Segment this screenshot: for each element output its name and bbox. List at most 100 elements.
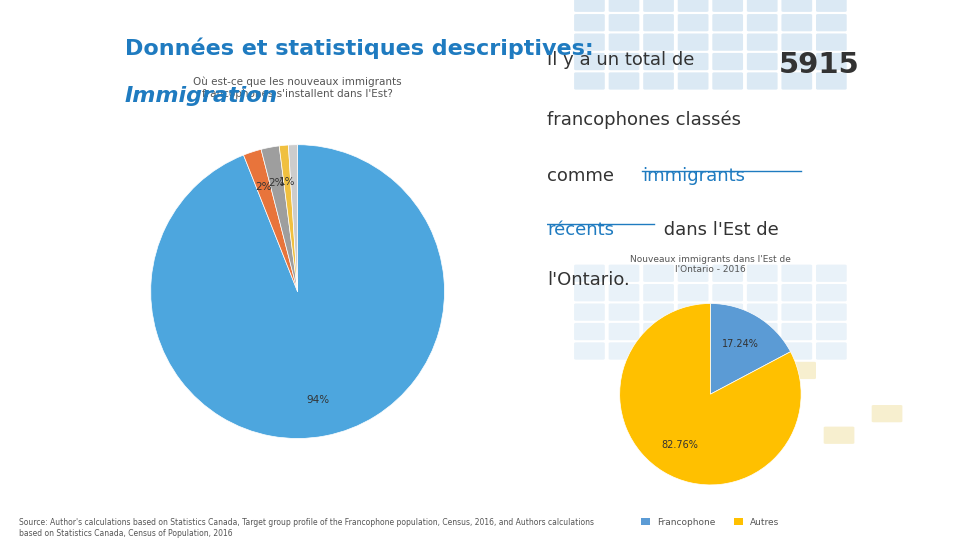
Text: 5915: 5915 <box>780 51 860 79</box>
FancyBboxPatch shape <box>678 323 708 340</box>
FancyBboxPatch shape <box>574 14 605 31</box>
FancyBboxPatch shape <box>816 342 847 360</box>
FancyBboxPatch shape <box>816 72 847 90</box>
FancyBboxPatch shape <box>609 33 639 51</box>
Text: Données et statistiques descriptives:: Données et statistiques descriptives: <box>125 38 593 59</box>
Text: Il y a un total de: Il y a un total de <box>547 51 701 69</box>
FancyBboxPatch shape <box>609 342 639 360</box>
Wedge shape <box>261 146 298 292</box>
FancyBboxPatch shape <box>747 14 778 31</box>
FancyBboxPatch shape <box>781 53 812 70</box>
FancyBboxPatch shape <box>678 342 708 360</box>
FancyBboxPatch shape <box>643 72 674 90</box>
FancyBboxPatch shape <box>781 14 812 31</box>
Text: comme: comme <box>547 167 620 185</box>
FancyBboxPatch shape <box>781 284 812 301</box>
Text: 1%: 1% <box>279 177 296 187</box>
FancyBboxPatch shape <box>712 14 743 31</box>
Text: Source: Author's calculations based on Statistics Canada, Target group profile o: Source: Author's calculations based on S… <box>19 518 594 538</box>
FancyBboxPatch shape <box>678 72 708 90</box>
Wedge shape <box>710 303 790 394</box>
Text: 17.24%: 17.24% <box>722 339 759 349</box>
FancyBboxPatch shape <box>747 53 778 70</box>
Text: l'Ontario.: l'Ontario. <box>547 271 630 289</box>
FancyBboxPatch shape <box>574 53 605 70</box>
FancyBboxPatch shape <box>678 303 708 321</box>
Wedge shape <box>279 145 298 292</box>
FancyBboxPatch shape <box>747 303 778 321</box>
FancyBboxPatch shape <box>643 53 674 70</box>
FancyBboxPatch shape <box>712 303 743 321</box>
FancyBboxPatch shape <box>574 33 605 51</box>
FancyBboxPatch shape <box>574 323 605 340</box>
FancyBboxPatch shape <box>816 0 847 12</box>
FancyBboxPatch shape <box>785 362 816 379</box>
FancyBboxPatch shape <box>816 14 847 31</box>
FancyBboxPatch shape <box>872 405 902 422</box>
FancyBboxPatch shape <box>678 14 708 31</box>
Text: Immigration: Immigration <box>125 86 278 106</box>
FancyBboxPatch shape <box>609 303 639 321</box>
FancyBboxPatch shape <box>712 33 743 51</box>
FancyBboxPatch shape <box>574 303 605 321</box>
FancyBboxPatch shape <box>816 284 847 301</box>
Wedge shape <box>288 145 298 292</box>
FancyBboxPatch shape <box>781 342 812 360</box>
Wedge shape <box>151 145 444 438</box>
FancyBboxPatch shape <box>816 303 847 321</box>
FancyBboxPatch shape <box>747 0 778 12</box>
Wedge shape <box>620 303 801 485</box>
FancyBboxPatch shape <box>643 33 674 51</box>
Text: 2%: 2% <box>255 182 272 192</box>
FancyBboxPatch shape <box>643 0 674 12</box>
FancyBboxPatch shape <box>643 284 674 301</box>
FancyBboxPatch shape <box>816 53 847 70</box>
FancyBboxPatch shape <box>574 0 605 12</box>
FancyBboxPatch shape <box>747 265 778 282</box>
Title: Nouveaux immigrants dans l'Est de
l'Ontario - 2016: Nouveaux immigrants dans l'Est de l'Onta… <box>630 255 791 274</box>
FancyBboxPatch shape <box>712 284 743 301</box>
FancyBboxPatch shape <box>712 72 743 90</box>
Text: 82.76%: 82.76% <box>661 440 699 450</box>
FancyBboxPatch shape <box>712 323 743 340</box>
Text: 2%: 2% <box>269 178 285 188</box>
Wedge shape <box>244 150 298 292</box>
FancyBboxPatch shape <box>609 14 639 31</box>
FancyBboxPatch shape <box>781 323 812 340</box>
Text: 94%: 94% <box>306 395 330 405</box>
FancyBboxPatch shape <box>747 33 778 51</box>
FancyBboxPatch shape <box>781 72 812 90</box>
FancyBboxPatch shape <box>824 427 854 444</box>
FancyBboxPatch shape <box>678 33 708 51</box>
FancyBboxPatch shape <box>678 284 708 301</box>
FancyBboxPatch shape <box>712 0 743 12</box>
FancyBboxPatch shape <box>712 342 743 360</box>
FancyBboxPatch shape <box>574 72 605 90</box>
FancyBboxPatch shape <box>712 265 743 282</box>
FancyBboxPatch shape <box>609 265 639 282</box>
FancyBboxPatch shape <box>781 0 812 12</box>
Text: dans l'Est de: dans l'Est de <box>658 220 779 239</box>
FancyBboxPatch shape <box>781 265 812 282</box>
FancyBboxPatch shape <box>643 14 674 31</box>
FancyBboxPatch shape <box>678 265 708 282</box>
FancyBboxPatch shape <box>643 265 674 282</box>
FancyBboxPatch shape <box>747 323 778 340</box>
FancyBboxPatch shape <box>574 265 605 282</box>
Legend: Francophone, Autres: Francophone, Autres <box>637 514 783 530</box>
Title: Où est-ce que les nouveaux immigrants
francophones s'installent dans l'Est?: Où est-ce que les nouveaux immigrants fr… <box>193 77 402 99</box>
Text: récents: récents <box>547 220 614 239</box>
FancyBboxPatch shape <box>574 284 605 301</box>
FancyBboxPatch shape <box>609 284 639 301</box>
FancyBboxPatch shape <box>747 342 778 360</box>
FancyBboxPatch shape <box>678 0 708 12</box>
FancyBboxPatch shape <box>643 342 674 360</box>
FancyBboxPatch shape <box>747 72 778 90</box>
Text: immigrants: immigrants <box>642 167 745 185</box>
FancyBboxPatch shape <box>816 265 847 282</box>
FancyBboxPatch shape <box>816 323 847 340</box>
FancyBboxPatch shape <box>643 303 674 321</box>
FancyBboxPatch shape <box>712 53 743 70</box>
FancyBboxPatch shape <box>643 323 674 340</box>
FancyBboxPatch shape <box>747 284 778 301</box>
